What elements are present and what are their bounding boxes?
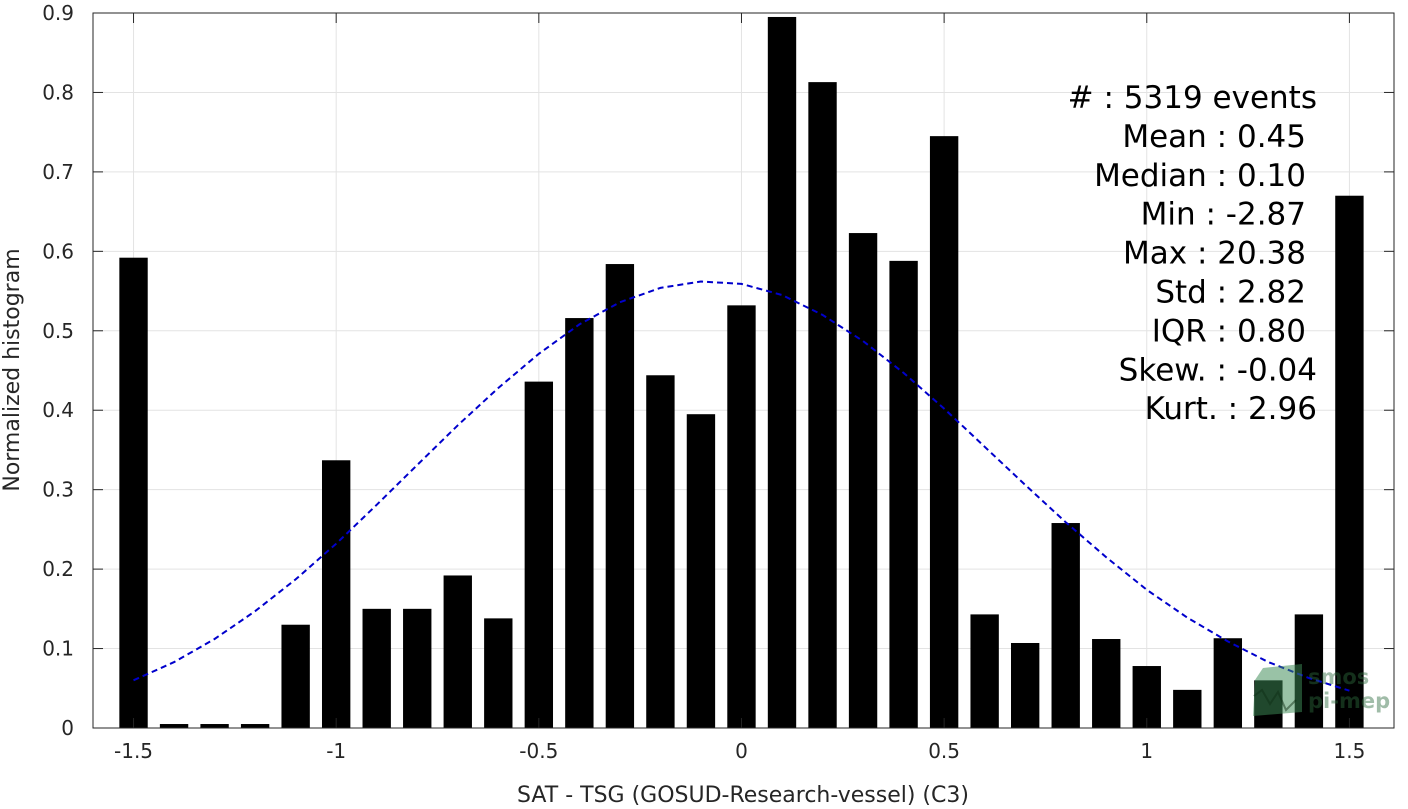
x-tick-label: -0.5 — [519, 739, 558, 763]
histogram-bar — [565, 318, 594, 728]
x-tick-label: 1 — [1140, 739, 1153, 763]
stats-line: IQR : 0.80 — [1152, 313, 1306, 349]
histogram-bar — [1092, 639, 1121, 728]
histogram-bar — [1132, 666, 1161, 728]
histogram-bar — [1051, 523, 1080, 728]
watermark-logo-icon — [1253, 664, 1302, 716]
histogram-bar — [119, 257, 148, 728]
stats-line: Std : 2.82 — [1155, 275, 1306, 311]
stats-line: Mean : 0.45 — [1122, 119, 1306, 155]
histogram-bar — [605, 264, 635, 728]
y-tick-label: 0.3 — [42, 478, 74, 502]
y-tick-label: 0.5 — [42, 319, 74, 343]
histogram-bar — [1010, 642, 1040, 728]
y-tick-label: 0 — [61, 716, 74, 740]
histogram-bar — [1213, 638, 1243, 728]
x-tick-label: -1.5 — [114, 739, 153, 763]
histogram-bar — [484, 618, 513, 728]
x-tick-label: 0 — [735, 739, 748, 763]
histogram-bar — [686, 414, 716, 728]
histogram-bar — [889, 260, 918, 728]
histogram-bar — [200, 724, 229, 728]
histogram-bar — [403, 608, 432, 728]
histogram-bar — [362, 608, 391, 728]
histogram-bar — [524, 381, 554, 728]
histogram-bar — [281, 624, 310, 728]
histogram-bar — [848, 233, 878, 729]
tick-labels: -1.5 -1 -0.5 0 0.5 1 1.5 0 0.1 0.2 0.3 0.4 0.5 0.6 0.7… — [42, 1, 1365, 763]
x-tick-label: 0.5 — [928, 739, 960, 763]
x-axis-label: SAT - TSG (GOSUD-Research-vessel) (C3) — [517, 783, 969, 808]
watermark-line1: smos — [1308, 665, 1369, 689]
stats-line: Min : -2.87 — [1141, 197, 1306, 233]
stats-line: Max : 20.38 — [1123, 236, 1306, 272]
y-tick-label: 0.6 — [42, 239, 74, 263]
histogram-bar — [321, 460, 351, 728]
x-tick-label: 1.5 — [1334, 739, 1366, 763]
y-tick-label: 0.8 — [42, 80, 74, 104]
watermark-logo-wave — [1253, 688, 1297, 712]
stats-line: Median : 0.10 — [1094, 158, 1306, 194]
axes-frame — [92, 12, 1395, 729]
stats-line: Skew. : -0.04 — [1119, 352, 1317, 388]
histogram-bar — [767, 16, 797, 728]
smos-pimep-watermark: smos pi-mep — [1253, 664, 1390, 716]
watermark-line2: pi-mep — [1308, 689, 1390, 713]
y-tick-label: 0.4 — [42, 398, 74, 422]
y-tick-label: 0.2 — [42, 557, 74, 581]
histogram-bar — [1173, 689, 1202, 728]
stats-line: # : 5319 events — [1068, 80, 1317, 116]
plot-axes-box — [92, 12, 1395, 729]
histogram-bars — [119, 16, 1364, 729]
histogram-bar — [646, 375, 675, 728]
histogram-bar — [808, 82, 837, 728]
histogram-bar — [929, 136, 959, 728]
histogram-bar — [970, 614, 999, 728]
gaussian-fit-curve — [133, 280, 1350, 692]
y-axis-label: Normalized histogram — [0, 248, 25, 491]
fit-curve-line — [133, 280, 1350, 692]
histogram-bar — [159, 724, 189, 728]
y-tick-label: 0.1 — [42, 637, 74, 661]
stats-line: Kurt. : 2.96 — [1145, 391, 1317, 427]
histogram-bar — [443, 575, 472, 728]
y-tick-label: 0.9 — [42, 1, 74, 25]
histogram-bar — [240, 724, 270, 728]
histogram-bar — [1335, 195, 1364, 728]
y-tick-label: 0.7 — [42, 160, 74, 184]
x-tick-label: -1 — [326, 739, 346, 763]
histogram-bar — [727, 305, 756, 728]
